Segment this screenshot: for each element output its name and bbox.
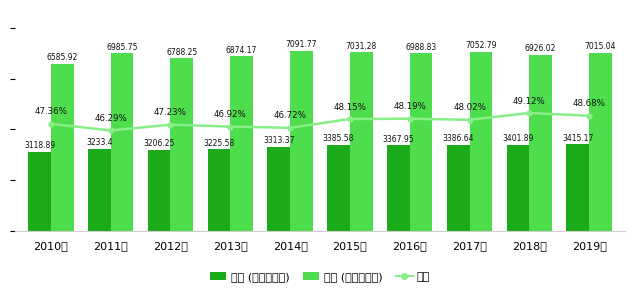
Bar [350, 52, 372, 231]
Bar [327, 145, 350, 231]
Text: 6988.83: 6988.83 [406, 43, 436, 52]
Bar [28, 152, 51, 231]
Bar [566, 144, 589, 231]
Bar [51, 64, 74, 231]
Text: 7091.77: 7091.77 [285, 40, 317, 49]
Text: 48.02%: 48.02% [453, 103, 486, 112]
Bar [148, 150, 170, 231]
占比 [166, 123, 174, 126]
Text: 3118.89: 3118.89 [24, 141, 55, 150]
Text: 6874.17: 6874.17 [226, 46, 257, 55]
Text: 3385.58: 3385.58 [323, 134, 354, 143]
占比 [525, 111, 533, 115]
Bar [88, 149, 111, 231]
Text: 48.68%: 48.68% [573, 99, 605, 108]
Text: 48.19%: 48.19% [394, 102, 426, 111]
Text: 48.15%: 48.15% [333, 102, 366, 112]
Text: 3401.89: 3401.89 [502, 134, 534, 143]
Text: 3233.4: 3233.4 [86, 138, 113, 147]
Bar [589, 53, 612, 231]
Bar [507, 145, 529, 231]
Text: 3367.95: 3367.95 [383, 135, 414, 144]
Bar [529, 55, 552, 231]
Bar [170, 58, 193, 231]
Text: 3313.37: 3313.37 [263, 136, 294, 145]
Bar [230, 56, 253, 231]
Bar [268, 147, 290, 231]
Text: 7031.28: 7031.28 [346, 42, 377, 51]
Text: 47.23%: 47.23% [154, 108, 187, 117]
Text: 6585.92: 6585.92 [47, 53, 78, 62]
Bar [207, 149, 230, 231]
Text: 6985.75: 6985.75 [106, 43, 138, 52]
Bar [290, 51, 313, 231]
Text: 6926.02: 6926.02 [525, 44, 556, 53]
Text: 3225.58: 3225.58 [204, 138, 234, 147]
Text: 47.36%: 47.36% [35, 107, 67, 117]
占比 [227, 125, 234, 128]
Text: 46.92%: 46.92% [214, 110, 246, 119]
Bar [410, 53, 433, 231]
Bar [447, 145, 470, 231]
占比 [466, 118, 474, 121]
占比 [107, 129, 115, 132]
占比 [585, 114, 593, 117]
Text: 3415.17: 3415.17 [562, 134, 593, 143]
Bar [111, 53, 133, 231]
Text: 3386.64: 3386.64 [442, 134, 474, 143]
Legend: 中国 (产量，万吨), 全球 (产量，万吨), 占比: 中国 (产量，万吨), 全球 (产量，万吨), 占比 [205, 267, 435, 286]
占比 [47, 122, 55, 126]
占比 [286, 126, 294, 130]
占比 [346, 117, 354, 121]
Text: 7015.04: 7015.04 [585, 42, 616, 51]
Text: 7052.79: 7052.79 [465, 41, 497, 50]
Text: 6788.25: 6788.25 [166, 48, 198, 57]
Text: 46.29%: 46.29% [94, 114, 127, 123]
Text: 46.72%: 46.72% [274, 112, 307, 120]
占比 [406, 117, 413, 121]
Line: 占比: 占比 [49, 111, 591, 133]
Bar [470, 52, 492, 231]
Text: 49.12%: 49.12% [513, 97, 546, 106]
Bar [387, 145, 410, 231]
Text: 3206.25: 3206.25 [143, 139, 175, 148]
